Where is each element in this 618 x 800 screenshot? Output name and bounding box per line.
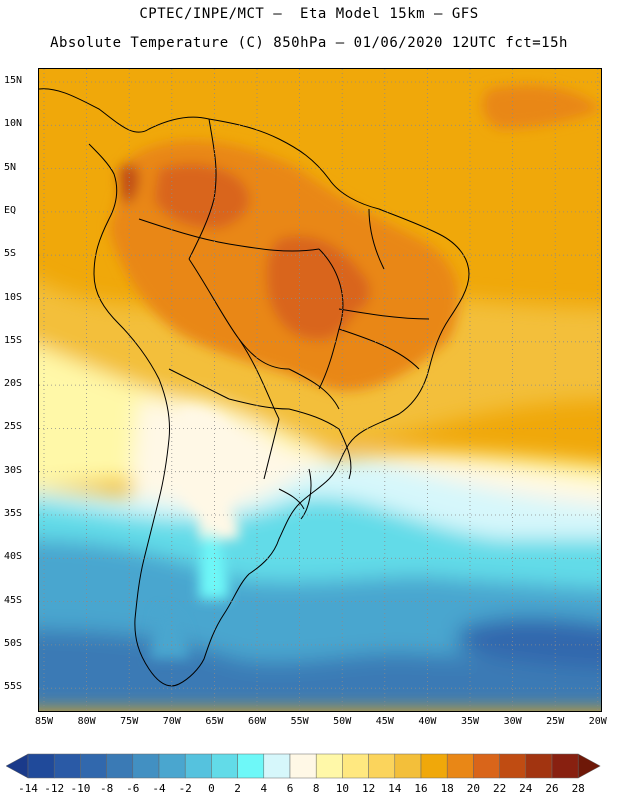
longitude-label: 40W xyxy=(418,716,437,727)
colorbar-max-arrow xyxy=(577,753,601,779)
colorbar-segment xyxy=(27,753,55,779)
latitude-label: 5S xyxy=(4,248,17,260)
latitude-label: 50S xyxy=(4,637,23,649)
temperature-colorbar xyxy=(6,753,601,779)
colorbar-segment xyxy=(368,753,396,779)
longitude-label: 50W xyxy=(333,716,352,727)
colorbar-label: -2 xyxy=(178,782,192,795)
longitude-label: 60W xyxy=(247,716,267,727)
chart-subtitle: Absolute Temperature (C) 850hPa – 01/06/… xyxy=(50,35,568,51)
colorbar-segment xyxy=(342,753,369,779)
coastline xyxy=(39,88,470,687)
colorbar-segment xyxy=(158,753,186,779)
latitude-label: 20S xyxy=(4,378,23,390)
colorbar-label: -6 xyxy=(126,782,140,795)
latitude-label: 55S xyxy=(4,681,23,693)
continent-warm-field xyxy=(109,85,601,659)
latitude-label: 25S xyxy=(4,421,23,433)
colorbar-label: 8 xyxy=(312,782,320,795)
colorbar-label: 12 xyxy=(361,782,376,795)
colorbar-label: 26 xyxy=(545,782,559,795)
latitude-label: 15N xyxy=(4,75,23,86)
colorbar-segment xyxy=(80,753,107,779)
colorbar-min-arrow xyxy=(6,753,29,779)
latitude-label: 45S xyxy=(4,594,23,606)
colorbar-label: -8 xyxy=(99,782,114,795)
colorbar-label: -12 xyxy=(44,782,65,795)
latitude-label: 10S xyxy=(4,291,23,303)
colorbar-segment xyxy=(53,753,81,779)
longitude-label: 70W xyxy=(162,716,181,727)
longitude-label: 35W xyxy=(460,716,480,727)
longitude-label: 30W xyxy=(503,716,522,727)
latitude-label: 5N xyxy=(4,161,17,173)
colorbar-label: 0 xyxy=(208,782,215,795)
colorbar-label: 2 xyxy=(234,782,241,795)
latitude-label: EQ xyxy=(4,204,17,216)
colorbar-segment xyxy=(551,753,579,779)
colorbar-label: 28 xyxy=(571,782,585,795)
colorbar-segment xyxy=(211,753,238,779)
temperature-map xyxy=(38,68,602,712)
longitude-label: 25W xyxy=(546,716,565,727)
colorbar-segment xyxy=(420,753,448,779)
colorbar-label: 6 xyxy=(286,782,294,795)
colorbar-segment xyxy=(237,753,265,779)
chart-title: CPTEC/INPE/MCT – Eta Model 15km – GFS xyxy=(139,6,479,22)
longitude-label: 65W xyxy=(205,716,224,727)
colorbar-label: -4 xyxy=(152,782,166,795)
colorbar-label: 14 xyxy=(388,782,402,795)
longitude-label: 55W xyxy=(290,716,309,727)
colorbar-label: 16 xyxy=(414,782,428,795)
colorbar-segment xyxy=(446,753,474,779)
colorbar-segment xyxy=(315,753,343,779)
colorbar-segment xyxy=(106,753,134,779)
colorbar-label: 18 xyxy=(440,782,454,795)
colorbar-segment xyxy=(473,753,500,779)
longitude-label: 85W xyxy=(34,716,54,727)
colorbar-label: 10 xyxy=(335,782,350,795)
longitude-label: 75W xyxy=(120,716,139,727)
longitude-label: 20W xyxy=(588,716,607,727)
colorbar-label: -10 xyxy=(70,782,91,795)
colorbar-label: -14 xyxy=(18,782,38,795)
map-grid xyxy=(39,69,601,711)
colorbar-label: 20 xyxy=(466,782,481,795)
colorbar-label: 4 xyxy=(260,782,268,795)
longitude-label: 80W xyxy=(77,716,96,727)
colorbar-segment xyxy=(184,753,212,779)
colorbar-segment xyxy=(132,753,160,779)
latitude-label: 30S xyxy=(4,464,23,476)
colorbar-segment xyxy=(525,753,553,779)
colorbar-segment xyxy=(289,753,317,779)
latitude-label: 40S xyxy=(4,551,23,563)
colorbar-segment xyxy=(499,753,527,779)
latitude-label: 10N xyxy=(4,118,23,130)
latitude-label: 15S xyxy=(4,334,23,346)
colorbar-segment xyxy=(263,753,291,779)
colorbar-label: 22 xyxy=(492,782,507,795)
longitude-label: 45W xyxy=(375,716,394,727)
colorbar-segment xyxy=(394,753,422,779)
latitude-label: 35S xyxy=(4,508,23,519)
colorbar-label: 24 xyxy=(519,782,533,795)
